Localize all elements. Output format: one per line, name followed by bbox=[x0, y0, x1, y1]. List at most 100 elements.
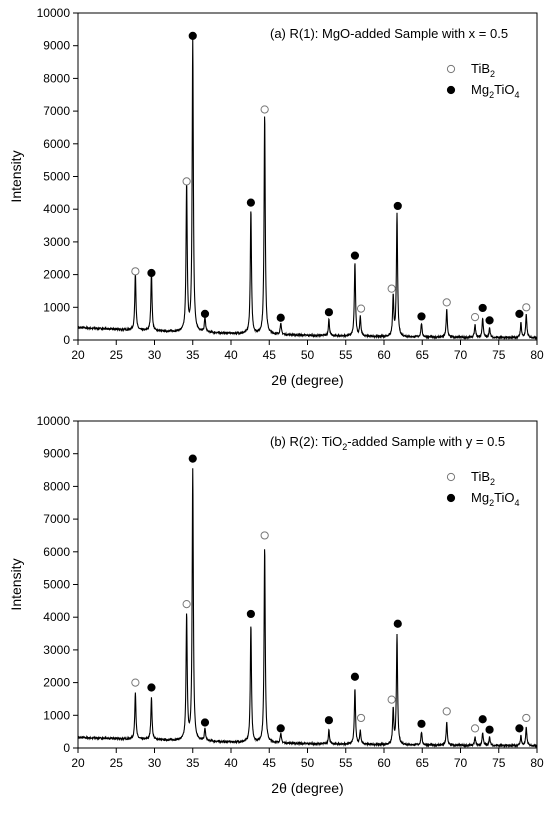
x-tick-label: 55 bbox=[339, 348, 353, 362]
x-tick-label: 50 bbox=[301, 756, 315, 770]
mg2tio4-peak-marker bbox=[200, 309, 210, 318]
mg2tio4-peak-marker bbox=[200, 718, 210, 727]
mg2tio4-peak-marker bbox=[276, 313, 285, 322]
tib2-peak-marker bbox=[470, 313, 480, 322]
mg2tio4-peak-marker bbox=[485, 316, 494, 325]
y-tick-label: 5000 bbox=[43, 170, 70, 184]
legend-open-circle-icon bbox=[446, 472, 456, 482]
x-tick-label: 75 bbox=[492, 348, 506, 362]
y-tick-label: 5000 bbox=[43, 578, 70, 592]
tib2-peak-marker bbox=[442, 707, 451, 716]
x-tick-label: 40 bbox=[224, 756, 238, 770]
y-tick-label: 1000 bbox=[43, 300, 70, 314]
mg2tio4-peak-marker bbox=[485, 725, 494, 734]
mg2tio4-peak-marker bbox=[515, 309, 524, 318]
x-tick-label: 25 bbox=[110, 348, 124, 362]
x-tick-label: 65 bbox=[416, 756, 430, 770]
xrd-chart-a: 20 25 30 35 40 45 50 55 60 65 70 75 80 0 1000 2000 3000 4… bbox=[8, 6, 544, 388]
mg2tio4-peak-marker bbox=[147, 268, 156, 278]
y-tick-label: 10000 bbox=[37, 414, 71, 428]
tib2-peak-marker bbox=[356, 713, 366, 723]
tib2-peak-marker bbox=[387, 695, 396, 704]
y-tick-label: 9000 bbox=[43, 447, 70, 461]
xrd-chart-b: 20 25 30 35 40 45 50 55 60 65 70 75 80 0 1000 2000 3000 4… bbox=[0, 408, 550, 816]
mg2tio4-peak-marker bbox=[350, 672, 360, 681]
y-tick-label: 7000 bbox=[43, 512, 70, 526]
y-tick-label: 8000 bbox=[43, 479, 70, 493]
y-tick-label: 7000 bbox=[43, 104, 70, 118]
chart-title: (b) R(2): TiO2-added Sample with y = 0.5 bbox=[270, 434, 505, 452]
legend-open-circle-icon bbox=[446, 64, 456, 74]
chart-title: (a) R(1): MgO-added Sample with x = 0.5 bbox=[270, 26, 508, 41]
x-tick-label: 35 bbox=[186, 348, 200, 362]
tib2-peak-marker bbox=[356, 304, 366, 313]
x-tick-label: 30 bbox=[148, 348, 162, 362]
x-tick-label: 75 bbox=[492, 756, 506, 770]
axes-group: 20 25 30 35 40 45 50 55 60 65 70 75 80 0 1000 2000 3000 4… bbox=[37, 6, 544, 362]
mg2tio4-peak-marker bbox=[147, 683, 156, 692]
y-tick-label: 2000 bbox=[43, 676, 70, 690]
x-tick-label: 40 bbox=[224, 348, 238, 362]
peak-markers-group bbox=[131, 454, 531, 734]
x-tick-label: 50 bbox=[301, 348, 315, 362]
mg2tio4-peak-marker bbox=[188, 454, 197, 463]
tib2-peak-marker bbox=[182, 600, 191, 609]
x-tick-label: 65 bbox=[416, 348, 430, 362]
x-tick-label: 30 bbox=[148, 756, 162, 770]
x-tick-label: 45 bbox=[263, 756, 277, 770]
y-tick-label: 6000 bbox=[43, 545, 70, 559]
mg2tio4-peak-marker bbox=[324, 716, 334, 725]
legend-label: TiB2 bbox=[471, 61, 495, 79]
xrd-pattern-line bbox=[77, 38, 538, 341]
legend-filled-circle-icon bbox=[446, 493, 456, 503]
mg2tio4-peak-marker bbox=[276, 724, 285, 733]
x-tick-label: 70 bbox=[454, 348, 468, 362]
pattern-group bbox=[77, 38, 538, 341]
x-tick-label: 60 bbox=[377, 348, 391, 362]
plot-frame bbox=[77, 420, 538, 749]
y-axis-label: Intensity bbox=[8, 150, 24, 202]
x-tick-label: 25 bbox=[110, 756, 124, 770]
mg2tio4-peak-marker bbox=[188, 31, 197, 40]
x-tick-label: 55 bbox=[339, 756, 353, 770]
y-tick-label: 0 bbox=[63, 333, 70, 347]
tib2-peak-marker bbox=[522, 303, 531, 312]
tib2-peak-marker bbox=[387, 284, 396, 293]
plot-frame bbox=[77, 12, 538, 341]
legend-label: Mg2TiO4 bbox=[471, 490, 520, 508]
mg2tio4-peak-marker bbox=[417, 312, 426, 321]
y-tick-label: 1000 bbox=[43, 708, 70, 722]
y-tick-label: 4000 bbox=[43, 610, 70, 624]
xrd-pattern-line bbox=[77, 468, 538, 749]
mg2tio4-peak-marker bbox=[478, 303, 487, 313]
tib2-peak-marker bbox=[260, 531, 269, 540]
tib2-peak-marker bbox=[470, 724, 480, 733]
legend-label: TiB2 bbox=[471, 469, 495, 487]
y-tick-label: 10000 bbox=[37, 6, 71, 20]
x-tick-label: 80 bbox=[530, 348, 544, 362]
y-tick-label: 2000 bbox=[43, 268, 70, 282]
x-tick-label: 70 bbox=[454, 756, 468, 770]
x-axis-label: 2θ (degree) bbox=[271, 780, 343, 796]
mg2tio4-peak-marker bbox=[393, 201, 402, 211]
mg2tio4-peak-marker bbox=[324, 308, 334, 317]
x-tick-label: 60 bbox=[377, 756, 391, 770]
peak-markers-group bbox=[131, 31, 531, 325]
legend: TiB2 Mg2TiO4 bbox=[446, 469, 520, 508]
x-tick-label: 35 bbox=[186, 756, 200, 770]
legend-filled-circle-icon bbox=[446, 85, 456, 95]
tib2-peak-marker bbox=[522, 713, 531, 723]
xrd-chart-a-svg: 20 25 30 35 40 45 50 55 60 65 70 75 80 0 1000 2000 3000 4… bbox=[8, 6, 544, 388]
xrd-chart-b-svg: 20 25 30 35 40 45 50 55 60 65 70 75 80 0 1000 2000 3000 4… bbox=[8, 414, 544, 796]
legend-label: Mg2TiO4 bbox=[471, 82, 520, 100]
tib2-peak-marker bbox=[442, 298, 451, 307]
x-axis-label: 2θ (degree) bbox=[271, 372, 343, 388]
mg2tio4-peak-marker bbox=[478, 715, 487, 724]
axes-group: 20 25 30 35 40 45 50 55 60 65 70 75 80 0 1000 2000 3000 4… bbox=[37, 414, 544, 770]
tib2-peak-marker bbox=[182, 177, 191, 186]
x-tick-label: 20 bbox=[71, 348, 85, 362]
mg2tio4-peak-marker bbox=[393, 619, 402, 628]
tib2-peak-marker bbox=[131, 678, 140, 687]
legend: TiB2 Mg2TiO4 bbox=[446, 61, 520, 100]
mg2tio4-peak-marker bbox=[246, 198, 255, 207]
